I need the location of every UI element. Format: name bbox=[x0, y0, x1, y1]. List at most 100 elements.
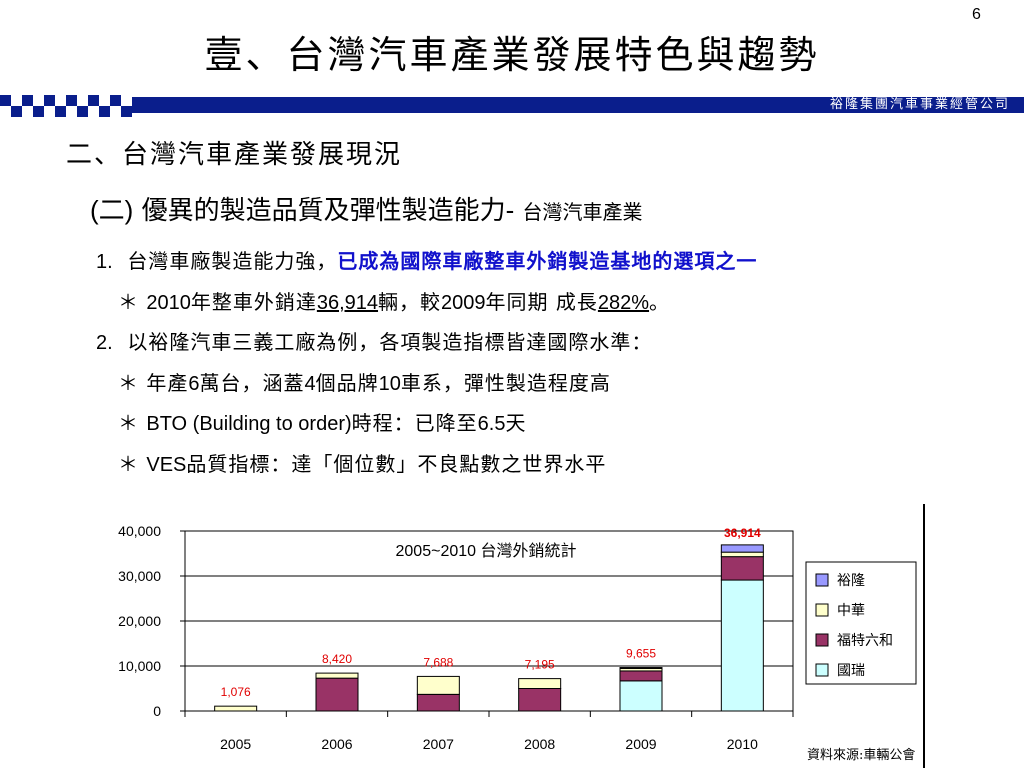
checker-cell bbox=[55, 106, 66, 117]
list-item-2: 2. 以裕隆汽車三義工廠為例，各項製造指標皆達國際水準： bbox=[96, 326, 652, 355]
checker-cell bbox=[22, 95, 33, 106]
bar-segment bbox=[619, 667, 663, 669]
bar-segment bbox=[518, 688, 562, 712]
bar-segment bbox=[619, 680, 663, 712]
bar-segment bbox=[619, 670, 663, 682]
bar-segment bbox=[315, 672, 359, 679]
company-name: 裕隆集團汽車事業經管公司 bbox=[829, 97, 1010, 112]
export-count: 36,914 bbox=[316, 292, 379, 314]
bar-segment bbox=[214, 705, 258, 712]
legend-label: 國瑞 bbox=[837, 663, 865, 679]
page-number: 6 bbox=[972, 6, 981, 23]
legend-label: 中華 bbox=[837, 603, 865, 619]
checker-cell bbox=[33, 106, 44, 117]
data-label: 8,420 bbox=[322, 652, 352, 666]
detail-text: 年整車外銷達 bbox=[190, 290, 317, 314]
legend-swatch bbox=[815, 603, 829, 617]
detail-number: 10 bbox=[378, 373, 401, 395]
bullet-star: ＊ bbox=[118, 290, 139, 314]
detail-text: 年同期 成長 bbox=[485, 290, 598, 314]
data-label: 36,914 bbox=[724, 526, 761, 540]
detail-number: 4 bbox=[304, 373, 316, 395]
legend-label: 福特六和 bbox=[837, 633, 893, 649]
bar-segment bbox=[518, 678, 562, 689]
detail-text: 車系，彈性製造程度高 bbox=[400, 371, 611, 395]
x-tick-label: 2006 bbox=[321, 736, 352, 752]
checker-cell bbox=[0, 95, 11, 106]
data-label: 9,655 bbox=[626, 647, 656, 661]
subheading-main: 優異的製造品質及彈性製造能力 bbox=[141, 196, 506, 226]
bar-segment bbox=[416, 693, 460, 712]
checker-cell bbox=[99, 106, 110, 117]
subheading-tail: 台灣汽車產業 bbox=[522, 200, 643, 224]
item-text: 台灣車廠製造能力強， bbox=[127, 249, 338, 273]
y-tick-label: 10,000 bbox=[118, 658, 161, 674]
y-tick-label: 20,000 bbox=[118, 613, 161, 629]
list-item-1: 1. 台灣車廠製造能力強，已成為國際車廠整車外銷製造基地的選項之一 bbox=[96, 245, 757, 274]
item-number: 1. bbox=[96, 251, 113, 273]
chart-title: 2005~2010 台灣外銷統計 bbox=[396, 542, 577, 560]
list-item-2-detail-b: ＊ BTO (Building to order)時程：已降至6.5天 bbox=[118, 407, 526, 436]
list-item-1-detail: ＊ 2010年整車外銷達36,914輛，較2009年同期 成長282%。 bbox=[118, 286, 670, 315]
x-tick-label: 2010 bbox=[727, 736, 758, 752]
list-item-2-detail-c: ＊ VES品質指標：達「個位數」不良點數之世界水平 bbox=[118, 448, 606, 477]
legend-swatch bbox=[815, 573, 829, 587]
detail-english: BTO (Building to order) bbox=[146, 413, 352, 435]
item-text: 以裕隆汽車三義工廠為例，各項製造指標皆達國際水準： bbox=[127, 330, 653, 354]
bar-segment bbox=[416, 675, 460, 695]
detail-number: 6.5 bbox=[477, 413, 506, 435]
data-label: 7,688 bbox=[423, 655, 453, 669]
list-item-2-detail-a: ＊ 年產6萬台，涵蓋4個品牌10車系，彈性製造程度高 bbox=[118, 367, 611, 396]
bar-segment bbox=[315, 677, 359, 712]
x-tick-label: 2009 bbox=[625, 736, 656, 752]
checker-decoration bbox=[0, 95, 132, 117]
legend-swatch bbox=[815, 663, 829, 677]
detail-english: VES bbox=[146, 454, 187, 476]
x-tick-label: 2008 bbox=[524, 736, 555, 752]
growth-percent: 282% bbox=[597, 292, 650, 314]
checker-cell bbox=[110, 95, 121, 106]
legend-swatch bbox=[815, 633, 829, 647]
source-note: 資料來源:車輛公會 bbox=[807, 748, 916, 763]
header-bar: 裕隆集團汽車事業經管公司 bbox=[0, 94, 1024, 118]
export-chart: 0 10,000 20,000 30,000 40,000 2005 1,076 2006 8,… bbox=[118, 504, 925, 768]
detail-text: 萬台，涵蓋 bbox=[199, 371, 305, 395]
bullet-star: ＊ bbox=[118, 452, 139, 476]
detail-text: 。 bbox=[649, 290, 671, 314]
data-label: 7,195 bbox=[525, 658, 555, 672]
x-tick-label: 2005 bbox=[220, 736, 251, 752]
bullet-star: ＊ bbox=[118, 411, 139, 435]
subheading: (二) 優異的製造品質及彈性製造能力- 台灣汽車產業 bbox=[90, 190, 643, 227]
y-tick-label: 40,000 bbox=[118, 523, 161, 539]
bullet-star: ＊ bbox=[118, 371, 139, 395]
subheading-prefix: (二) bbox=[90, 195, 134, 225]
checker-cell bbox=[44, 95, 55, 106]
detail-text: 個品牌 bbox=[315, 371, 379, 395]
y-tick-label: 30,000 bbox=[118, 568, 161, 584]
year-2010: 2010 bbox=[146, 292, 191, 314]
data-label: 1,076 bbox=[221, 685, 251, 699]
subheading-dash: - bbox=[505, 195, 515, 225]
checker-cell bbox=[88, 95, 99, 106]
checker-cell bbox=[121, 106, 132, 117]
header-blue-bar bbox=[132, 97, 1024, 113]
slide-title: 壹、台灣汽車產業發展特色與趨勢 bbox=[204, 33, 820, 77]
detail-text: 年產 bbox=[146, 371, 189, 395]
y-tick-label: 0 bbox=[153, 703, 161, 719]
detail-text: 天 bbox=[505, 411, 527, 435]
checker-cell bbox=[77, 106, 88, 117]
detail-text: 時程：已降至 bbox=[351, 411, 478, 435]
section-heading: 二、台灣汽車產業發展現況 bbox=[66, 140, 403, 170]
checker-cell bbox=[66, 95, 77, 106]
legend-label: 裕隆 bbox=[837, 573, 865, 589]
bar-segment bbox=[720, 551, 764, 558]
bar-segment bbox=[720, 544, 764, 553]
bar-segment bbox=[720, 556, 764, 581]
item-highlight: 已成為國際車廠整車外銷製造基地的選項之一 bbox=[337, 249, 758, 273]
item-number: 2. bbox=[96, 332, 113, 354]
x-tick-label: 2007 bbox=[423, 736, 454, 752]
detail-text: 輛，較 bbox=[378, 290, 442, 314]
bar-segment bbox=[720, 579, 764, 712]
year-2009: 2009 bbox=[441, 292, 486, 314]
detail-number: 6 bbox=[188, 373, 200, 395]
